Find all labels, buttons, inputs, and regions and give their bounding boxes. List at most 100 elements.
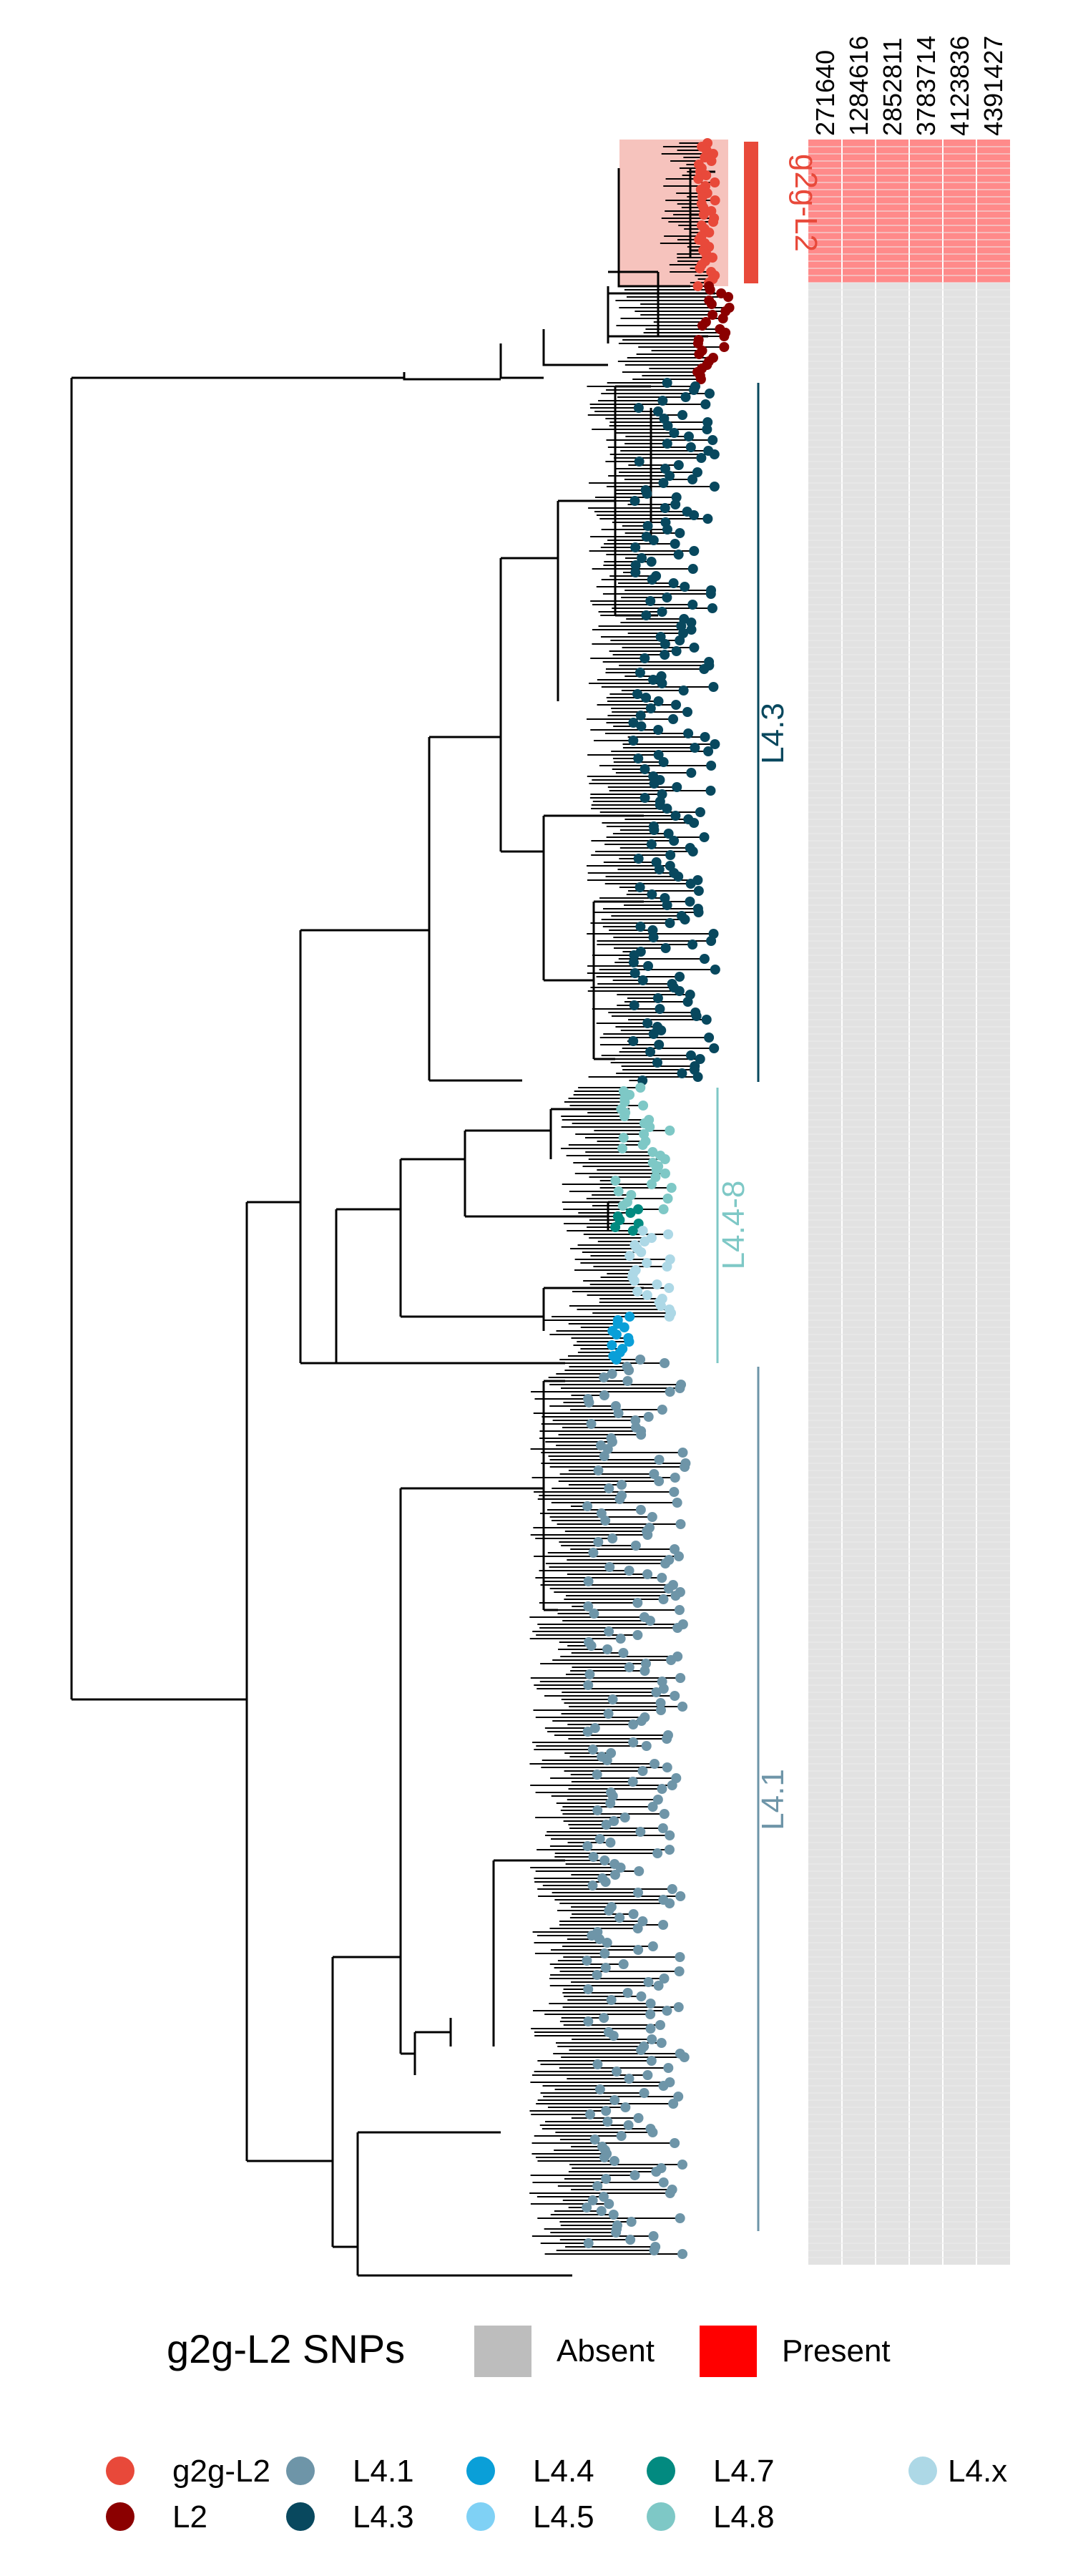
- tree-tip-point: [600, 1877, 611, 1887]
- tree-tip-point: [592, 2059, 603, 2069]
- tree-tip-point: [624, 1312, 635, 1322]
- tree-tip-point: [690, 743, 700, 753]
- tree-tip-point: [626, 2217, 637, 2227]
- tree-tip-point: [674, 1966, 685, 1976]
- tree-tip-point: [633, 753, 644, 763]
- tree-tip-point: [636, 2045, 647, 2055]
- tree-tip-point: [677, 1702, 688, 1712]
- tree-tip-point: [653, 1981, 664, 1991]
- tree-tip-point: [706, 156, 717, 166]
- tree-tip-point: [648, 2231, 659, 2241]
- tree-tip-point: [642, 1258, 652, 1268]
- clade-label-l4-4-8: L4.4-8: [716, 1181, 751, 1270]
- tree-tip-point: [693, 907, 704, 917]
- tree-tip-point: [637, 1226, 648, 1236]
- tree-tip-point: [612, 2067, 622, 2077]
- tree-tip-point: [605, 1798, 616, 1808]
- tree-tip-point: [701, 170, 712, 180]
- tree-tip-point: [665, 471, 675, 481]
- tree-tip-point: [660, 1558, 671, 1568]
- tree-tip-point: [630, 567, 641, 577]
- legend-lineage-swatch: [908, 2457, 937, 2485]
- tree-tip-point: [658, 1920, 669, 1930]
- tree-tip-point: [616, 1480, 627, 1490]
- tree-tip-point: [635, 1505, 646, 1515]
- tree-tip-point: [607, 1533, 618, 1543]
- tree-tip-point: [723, 292, 734, 302]
- tree-tip-point: [657, 1405, 667, 1415]
- tree-tip-point: [651, 2167, 662, 2177]
- tree-tip-point: [702, 417, 713, 427]
- tree-tip-point: [640, 764, 650, 774]
- tree-tip-point: [657, 396, 668, 406]
- tree-tip-point: [653, 725, 664, 735]
- tree-tip-point: [628, 1036, 639, 1046]
- legend-lineage-label: L4.4: [533, 2454, 594, 2489]
- tree-tip-point: [675, 1673, 686, 1683]
- legend-present-swatch: [700, 2326, 757, 2377]
- tree-tip-point: [698, 203, 709, 213]
- tree-tip-point: [658, 1594, 669, 1604]
- tree-tip-point: [598, 2192, 609, 2202]
- legend-lineage-label: L4.7: [713, 2454, 775, 2489]
- tree-tip-point: [685, 442, 696, 452]
- tree-tip-point: [641, 1741, 652, 1751]
- tree-tip-point: [636, 1430, 647, 1440]
- tree-tip-point: [660, 943, 671, 953]
- tree-tip-point: [682, 707, 693, 717]
- tree-tip-point: [667, 1884, 677, 1894]
- tree-tip-point: [672, 1623, 683, 1633]
- clade-label-l4-1: L4.1: [755, 1769, 790, 1830]
- tree-tip-point: [647, 889, 657, 899]
- tree-tip-point: [674, 1605, 685, 1615]
- tree-tip-point: [630, 1541, 641, 1551]
- tree-tip-point: [607, 1437, 617, 1447]
- tree-tip-point: [663, 1584, 674, 1594]
- tree-tip-point: [614, 1913, 625, 1923]
- tree-tip-point: [719, 342, 730, 352]
- tree-tip-point: [685, 879, 696, 889]
- tree-tip-point: [710, 177, 720, 187]
- tree-tip-point: [628, 1719, 639, 1729]
- tree-tip-point: [632, 1630, 643, 1640]
- tree-tip-point: [665, 1387, 675, 1397]
- tree-tip-point: [602, 1938, 612, 1948]
- tree-tip-point: [587, 1880, 598, 1890]
- tree-tip-point: [699, 832, 710, 842]
- tree-tip-point: [657, 1784, 667, 1794]
- tree-tip-point: [593, 1537, 604, 1547]
- tree-tip-point: [677, 410, 688, 420]
- tree-tip-point: [624, 2074, 635, 2084]
- tree-tip-point: [655, 1004, 665, 1014]
- tree-tip-point: [708, 682, 719, 692]
- tree-tip-point: [582, 1956, 592, 1966]
- tree-tip-point: [662, 1762, 672, 1772]
- tree-tip-point: [663, 829, 674, 839]
- tree-tip-point: [630, 542, 641, 552]
- tree-tip-point: [599, 1948, 610, 1958]
- legend-absent-label: Absent: [557, 2333, 655, 2368]
- tree-tip-point: [675, 635, 685, 645]
- tree-tip-point: [624, 1566, 635, 1576]
- tree-tip-point: [699, 664, 710, 674]
- clade-annotations: g2g-L2 L4.3 L4.4-8 L4.1: [716, 142, 823, 2231]
- tree-tip-point: [609, 1870, 620, 1880]
- tree-tip-point: [698, 210, 709, 220]
- tree-tip-point: [599, 1855, 610, 1865]
- tree-tip-point: [689, 818, 700, 828]
- tree-tip-point: [680, 1462, 690, 1472]
- tree-tip-point: [630, 1415, 641, 1425]
- tree-tip-point: [658, 1204, 669, 1214]
- tree-tip-point: [655, 632, 666, 642]
- tree-tip-point: [657, 1573, 667, 1583]
- tree-tip-point: [658, 1684, 669, 1694]
- tree-tip-point: [651, 1687, 662, 1697]
- tree-tip-point: [608, 2031, 619, 2041]
- clade-label-l4-3: L4.3: [755, 703, 790, 764]
- tree-tip-point: [604, 1483, 614, 1493]
- tree-tip-point: [688, 385, 699, 395]
- tree-tip-point: [705, 786, 716, 796]
- tree-tip-point: [656, 671, 667, 681]
- tree-branch: [245, 929, 429, 2162]
- tree-tip-point: [654, 1476, 665, 1486]
